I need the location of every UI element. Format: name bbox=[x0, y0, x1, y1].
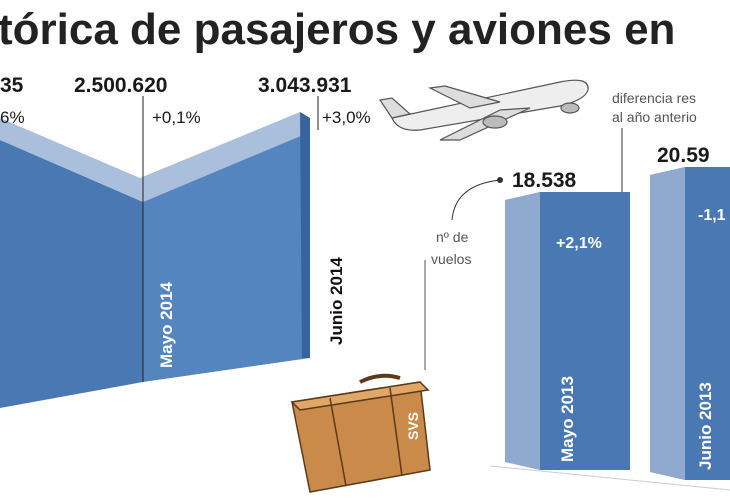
passenger-area bbox=[0, 112, 310, 408]
leader-line bbox=[451, 179, 501, 221]
title: tórica de pasajeros y aviones en bbox=[0, 5, 675, 54]
value: 18.538 bbox=[512, 169, 577, 192]
suitcase-label: SVS bbox=[405, 412, 421, 440]
suitcase-icon bbox=[290, 373, 431, 493]
value: 3.043.931 bbox=[258, 74, 352, 97]
change: +3,0% bbox=[322, 108, 371, 127]
change: +2,1% bbox=[556, 235, 602, 252]
baseline bbox=[489, 465, 730, 491]
value: 20.59 bbox=[657, 144, 710, 167]
plane-icon bbox=[378, 79, 589, 141]
unit-label: vuelos bbox=[431, 251, 471, 267]
month-label: Mayo 2014 bbox=[157, 281, 176, 368]
change: -1,1 bbox=[698, 207, 726, 224]
month-label: Mayo 2013 bbox=[558, 376, 577, 462]
month-label: Junio 2014 bbox=[327, 257, 346, 345]
note: diferencia res bbox=[612, 90, 696, 106]
change: 6% bbox=[0, 108, 25, 127]
value: 2.500.620 bbox=[74, 74, 167, 97]
flight-bar bbox=[650, 167, 730, 480]
note: al año anterio bbox=[612, 109, 697, 125]
flight-bar bbox=[505, 192, 630, 470]
unit-label: nº de bbox=[436, 229, 469, 245]
change: +0,1% bbox=[152, 108, 201, 127]
month-label: Junio 2013 bbox=[696, 382, 715, 470]
value: 35 bbox=[0, 74, 24, 97]
